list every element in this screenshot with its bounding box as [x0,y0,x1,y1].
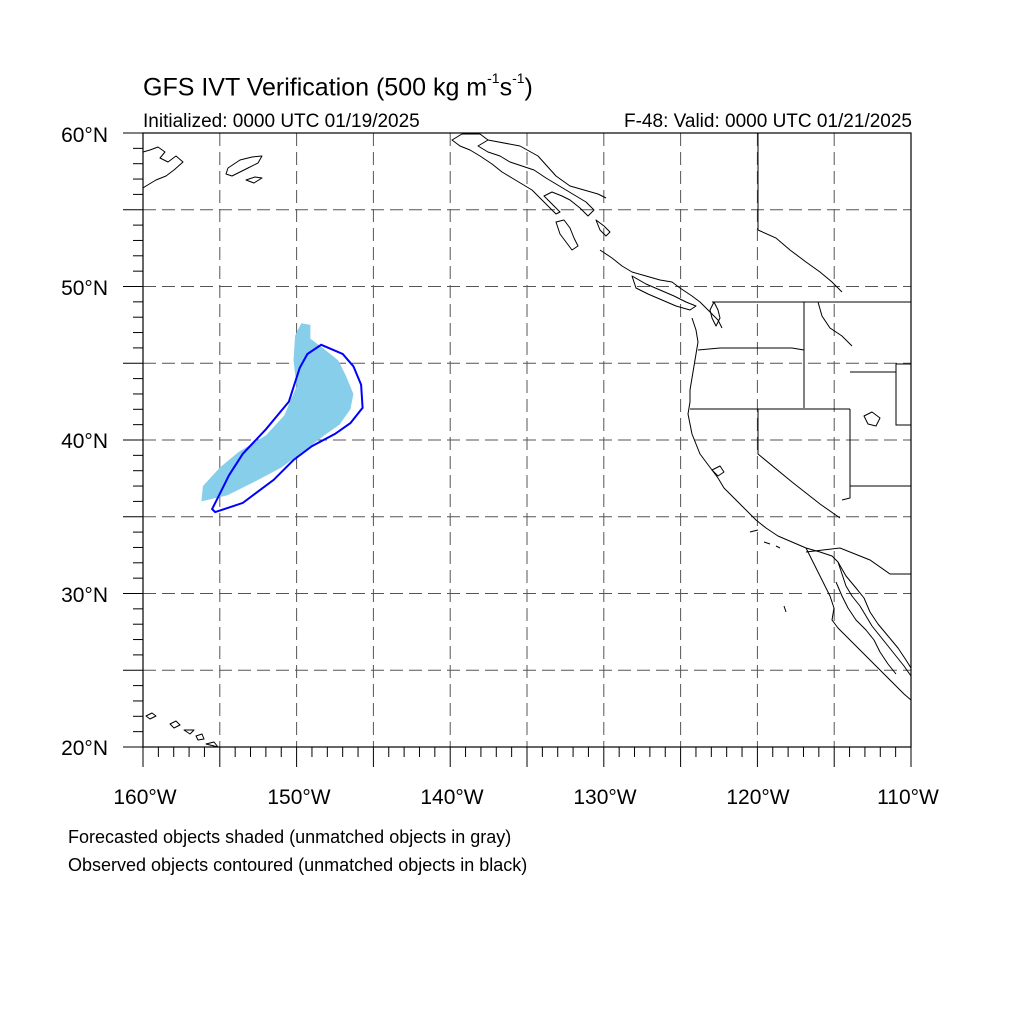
montana-border [850,363,911,373]
forecast-note: Forecasted objects shaded (unmatched obj… [68,827,512,847]
sf-bay [711,465,725,477]
haida-gwaii [555,219,579,251]
se-alaska-inland-border [487,139,607,199]
hawaii-island-maui [195,733,205,741]
hawaii-island-molokai [183,729,195,735]
lon-label-160w: 160°W [113,786,177,809]
lat-label-40n: 40°N [61,430,108,453]
hawaii-island-kauai [145,712,157,720]
alaska-coastline [143,146,184,189]
us-mexico-border [805,547,911,575]
puget-sound [709,301,721,327]
lon-label-110w: 110°W [877,786,939,809]
forecast-objects [201,323,354,502]
kodiak-island [225,155,263,177]
observed-objects [210,343,364,514]
vancouver-island [631,275,697,311]
nevada-california-border [757,409,841,519]
lat-label-30n: 30°N [61,584,108,607]
gulf-of-california [837,561,911,669]
map-frame [142,132,912,748]
forecast-ivt-object [201,323,354,502]
map-title: GFS IVT Verification (500 kg m-1s-1) [143,70,533,102]
utah-nevada-border [841,409,851,501]
alaska-island-1 [245,176,263,184]
lon-label-140w: 140°W [420,786,484,809]
hawaii-island-oahu [169,720,181,729]
observed-note: Observed objects contoured (unmatched ob… [68,855,528,875]
lon-label-120w: 120°W [726,786,790,809]
bc-inlets [595,219,611,237]
lat-label-20n: 20°N [61,737,108,760]
axis-ticks [123,132,912,767]
hawaii-island-big [205,741,219,747]
lat-label-60n: 60°N [61,124,108,147]
lat-lon-grid [143,133,911,747]
baja-california [805,547,911,701]
idaho-border-north [817,301,853,347]
valid-time: F-48: Valid: 0000 UTC 01/21/2025 [624,111,912,132]
wyoming-border [895,364,911,426]
lon-label-130w: 130°W [573,786,637,809]
washington-oregon-border [697,347,805,351]
great-salt-lake [863,411,881,427]
se-alaska-coastline [451,133,595,217]
observed-ivt-contour [210,343,364,514]
us-west-coastline [687,317,911,677]
canada-inland-border [757,229,843,293]
lat-label-50n: 50°N [61,277,108,300]
lon-label-150w: 150°W [267,786,331,809]
channel-islands [749,529,787,613]
bc-coastline [599,249,723,329]
coastlines [143,133,911,747]
initialized-time: Initialized: 0000 UTC 01/19/2025 [143,111,420,132]
baja-inner-coast [835,581,897,675]
political-borders [690,133,911,575]
